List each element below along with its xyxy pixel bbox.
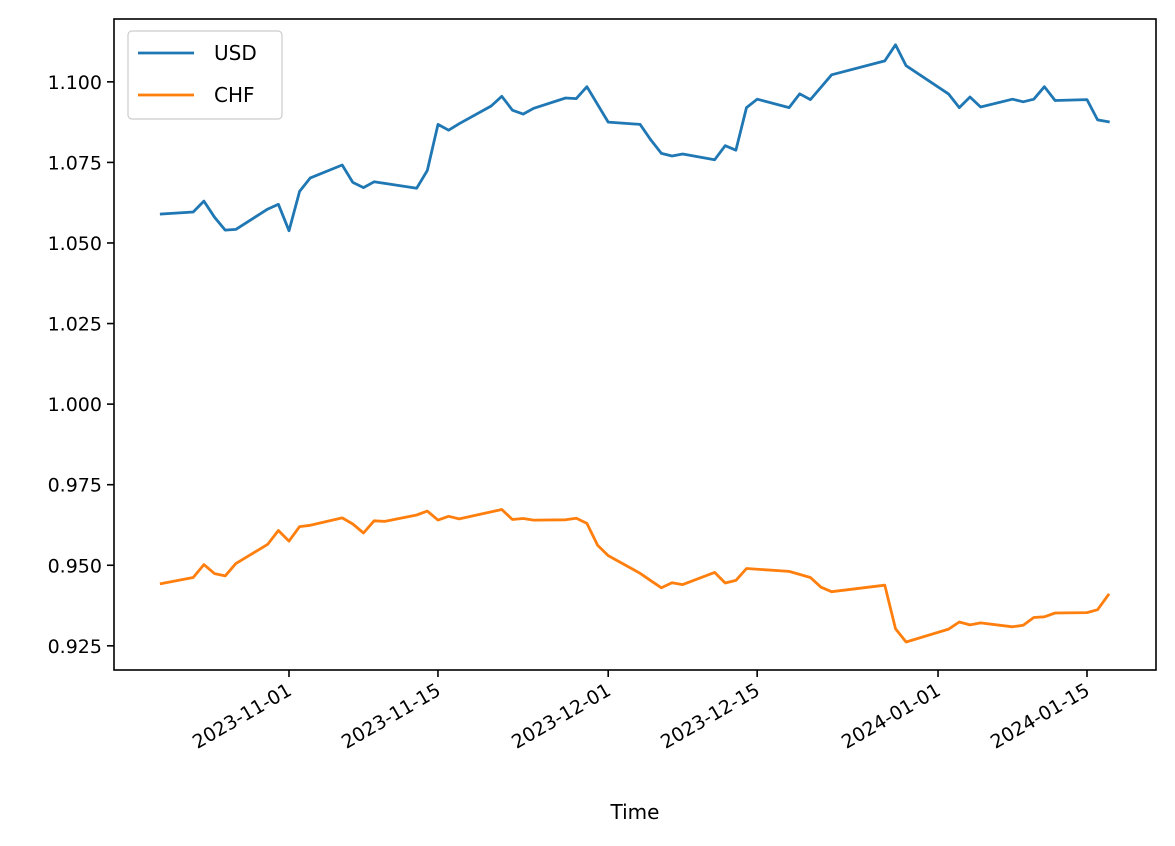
y-tick-label: 0.925 xyxy=(48,636,102,658)
y-tick-label: 1.075 xyxy=(48,152,102,174)
legend-label-usd: USD xyxy=(214,41,257,65)
y-tick-label: 0.950 xyxy=(48,555,102,577)
plot-frame xyxy=(113,18,1157,671)
y-tick-label: 1.000 xyxy=(48,394,102,416)
y-tick-label: 0.975 xyxy=(48,475,102,497)
y-tick-label: 1.050 xyxy=(48,233,102,255)
series-line-usd xyxy=(159,43,1110,233)
legend-frame xyxy=(127,30,283,120)
legend-label-chf: CHF xyxy=(214,83,255,107)
series-line-chf xyxy=(159,508,1111,644)
y-axis: 0.925 0.950 0.975 1.000 1.025 1.050 1.075 1.100 xyxy=(48,72,114,658)
series-layer xyxy=(159,43,1111,644)
x-axis-label: Time xyxy=(610,800,660,824)
y-tick-label: 1.025 xyxy=(48,314,102,336)
y-tick-label: 1.100 xyxy=(48,72,102,94)
legend: USD CHF xyxy=(127,30,283,120)
